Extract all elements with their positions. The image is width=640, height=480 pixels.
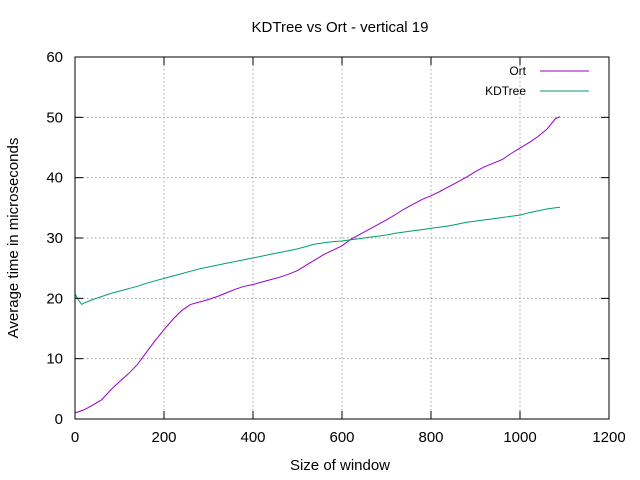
legend-label-kdtree: KDTree <box>485 84 526 98</box>
x-tick-label: 200 <box>151 429 176 446</box>
y-tick-label: 60 <box>46 49 63 66</box>
x-tick-label: 0 <box>71 429 79 446</box>
axis-ticks: 0 200 400 600 800 1000 1200 0 10 20 30 40 50 60 <box>46 49 625 446</box>
y-tick-label: 40 <box>46 170 63 187</box>
x-tick-label: 800 <box>418 429 443 446</box>
series-layer <box>74 116 561 414</box>
x-tick-label: 1200 <box>592 429 625 446</box>
y-tick-label: 0 <box>55 411 63 428</box>
x-tick-label: 1000 <box>503 429 536 446</box>
y-axis-label: Average time in microseconds <box>5 138 22 339</box>
chart-title: KDTree vs Ort - vertical 19 <box>252 19 429 36</box>
x-tick-label: 400 <box>240 429 265 446</box>
legend-label-ort: Ort <box>509 64 526 78</box>
x-tick-label: 600 <box>329 429 354 446</box>
y-tick-label: 10 <box>46 351 63 368</box>
series-line-kdtree <box>74 206 561 306</box>
y-tick-label: 50 <box>46 109 63 126</box>
x-axis-label: Size of window <box>290 457 390 474</box>
grid-lines <box>75 57 609 419</box>
series-line-ort <box>74 116 561 414</box>
y-tick-label: 20 <box>46 290 63 307</box>
y-tick-label: 30 <box>46 230 63 247</box>
legend: Ort KDTree <box>485 64 589 98</box>
